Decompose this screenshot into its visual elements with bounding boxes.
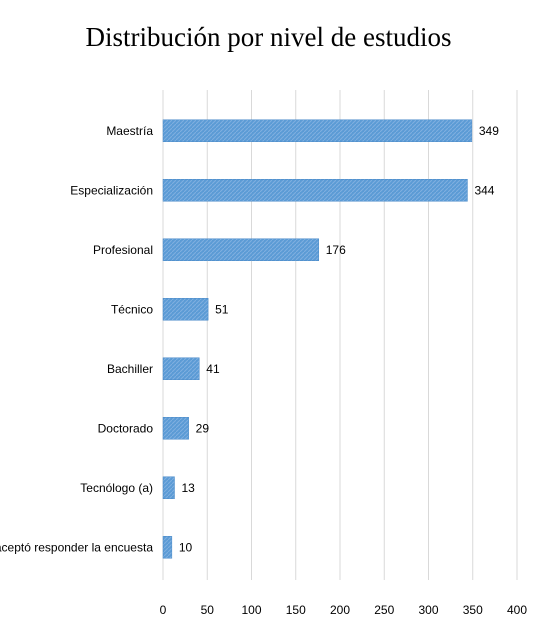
bar	[162, 119, 473, 142]
bar	[162, 298, 209, 321]
data-label: 29	[196, 421, 210, 435]
x-axis-ticks: 0 50 100 150 200 250 300 350 400	[160, 603, 528, 617]
bar	[162, 357, 200, 380]
bar	[162, 476, 175, 499]
x-tick-label: 200	[330, 603, 350, 617]
category-label: Bachiller	[107, 362, 153, 376]
category-label: Maestría	[106, 124, 153, 138]
category-label: Técnico	[111, 302, 153, 316]
data-label: 41	[206, 362, 220, 376]
data-label: 10	[179, 540, 193, 554]
gridlines	[162, 90, 518, 580]
chart-title: Distribución por nivel de estudios	[85, 22, 452, 52]
data-labels: 349 344 176 51 41 29 13 10	[179, 124, 499, 555]
data-label: 176	[326, 243, 346, 257]
category-label: Tecnólogo (a)	[80, 481, 153, 495]
bar	[162, 238, 320, 261]
bar	[162, 179, 468, 202]
data-label: 344	[474, 183, 494, 197]
x-tick-label: 250	[374, 603, 394, 617]
x-tick-label: 150	[286, 603, 306, 617]
x-tick-label: 300	[418, 603, 438, 617]
data-label: 51	[215, 302, 229, 316]
x-tick-label: 0	[160, 603, 167, 617]
bar	[162, 417, 189, 440]
data-label: 349	[479, 124, 499, 138]
category-label: Profesional	[93, 243, 153, 257]
x-tick-label: 100	[241, 603, 261, 617]
x-tick-label: 350	[463, 603, 483, 617]
category-label: Doctorado	[98, 421, 154, 435]
x-tick-label: 50	[201, 603, 215, 617]
category-label: No aceptó responder la encuesta	[0, 540, 153, 554]
x-tick-label: 400	[507, 603, 527, 617]
category-labels: Maestría Especialización Profesional Técnic…	[0, 124, 153, 555]
data-label: 13	[182, 481, 196, 495]
category-label: Especialización	[70, 183, 153, 197]
bar	[162, 536, 173, 559]
bars	[162, 119, 473, 559]
